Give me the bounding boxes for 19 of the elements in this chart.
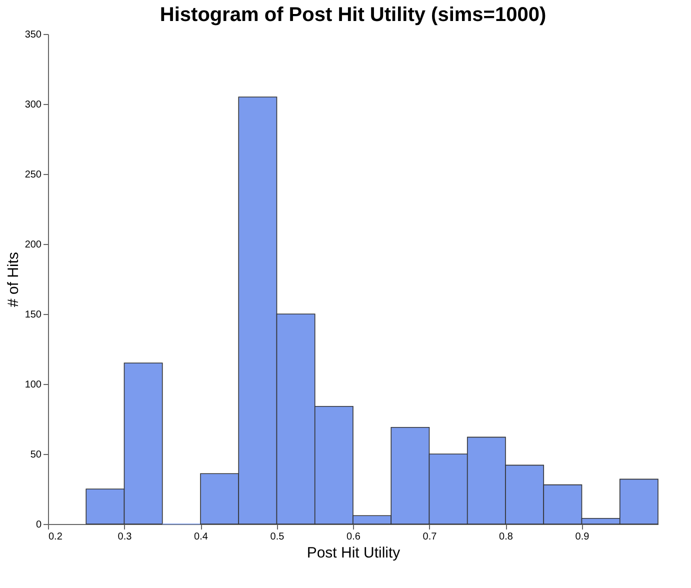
x-tick-label: 0.9 (575, 532, 590, 542)
x-tick-label: 0.2 (48, 532, 63, 542)
y-tick-label: 200 (24, 240, 42, 250)
chart-title: Histogram of Post Hit Utility (sims=1000) (160, 4, 546, 26)
y-tick-label: 300 (24, 100, 42, 110)
y-tick-label: 0 (36, 520, 42, 530)
x-tick-label: 0.5 (270, 532, 285, 542)
x-axis-title: Post Hit Utility (306, 544, 401, 562)
y-tick-label: 150 (24, 310, 42, 320)
y-tick-label: 350 (24, 30, 42, 40)
y-tick-label: 50 (30, 450, 42, 460)
y-axis-title: # of Hits (4, 252, 22, 308)
x-tick-label: 0.7 (422, 532, 438, 542)
x-tick-label: 0.6 (346, 532, 361, 542)
x-tick-label: 0.4 (194, 532, 208, 542)
y-tick-label: 100 (24, 380, 42, 390)
y-tick-label: 250 (24, 170, 42, 180)
x-tick-label: 0.3 (118, 532, 132, 542)
x-tick-label: 0.8 (499, 532, 514, 542)
